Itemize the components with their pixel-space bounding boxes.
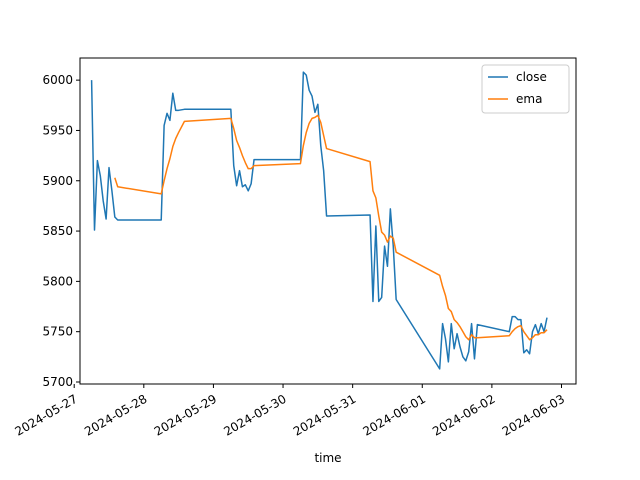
y-tick-label: 5750 — [42, 325, 73, 339]
y-axis-ticks: 5700 5750 5800 5850 5900 5950 6000 — [42, 73, 80, 389]
y-tick-label: 5800 — [42, 274, 73, 288]
series-line-ema — [114, 114, 548, 341]
legend-label-close: close — [516, 70, 547, 84]
y-tick-label: 5950 — [42, 123, 73, 137]
series-line-close — [90, 71, 548, 370]
legend-label-ema: ema — [516, 92, 542, 106]
axes-frame — [79, 57, 577, 385]
y-tick-label: 6000 — [42, 73, 73, 87]
plot-lines — [90, 71, 548, 370]
legend: close ema — [481, 64, 570, 114]
y-tick-label: 5700 — [42, 375, 73, 389]
y-tick-label: 5900 — [42, 174, 73, 188]
x-axis-label: time — [314, 451, 341, 465]
y-tick-label: 5850 — [42, 224, 73, 238]
